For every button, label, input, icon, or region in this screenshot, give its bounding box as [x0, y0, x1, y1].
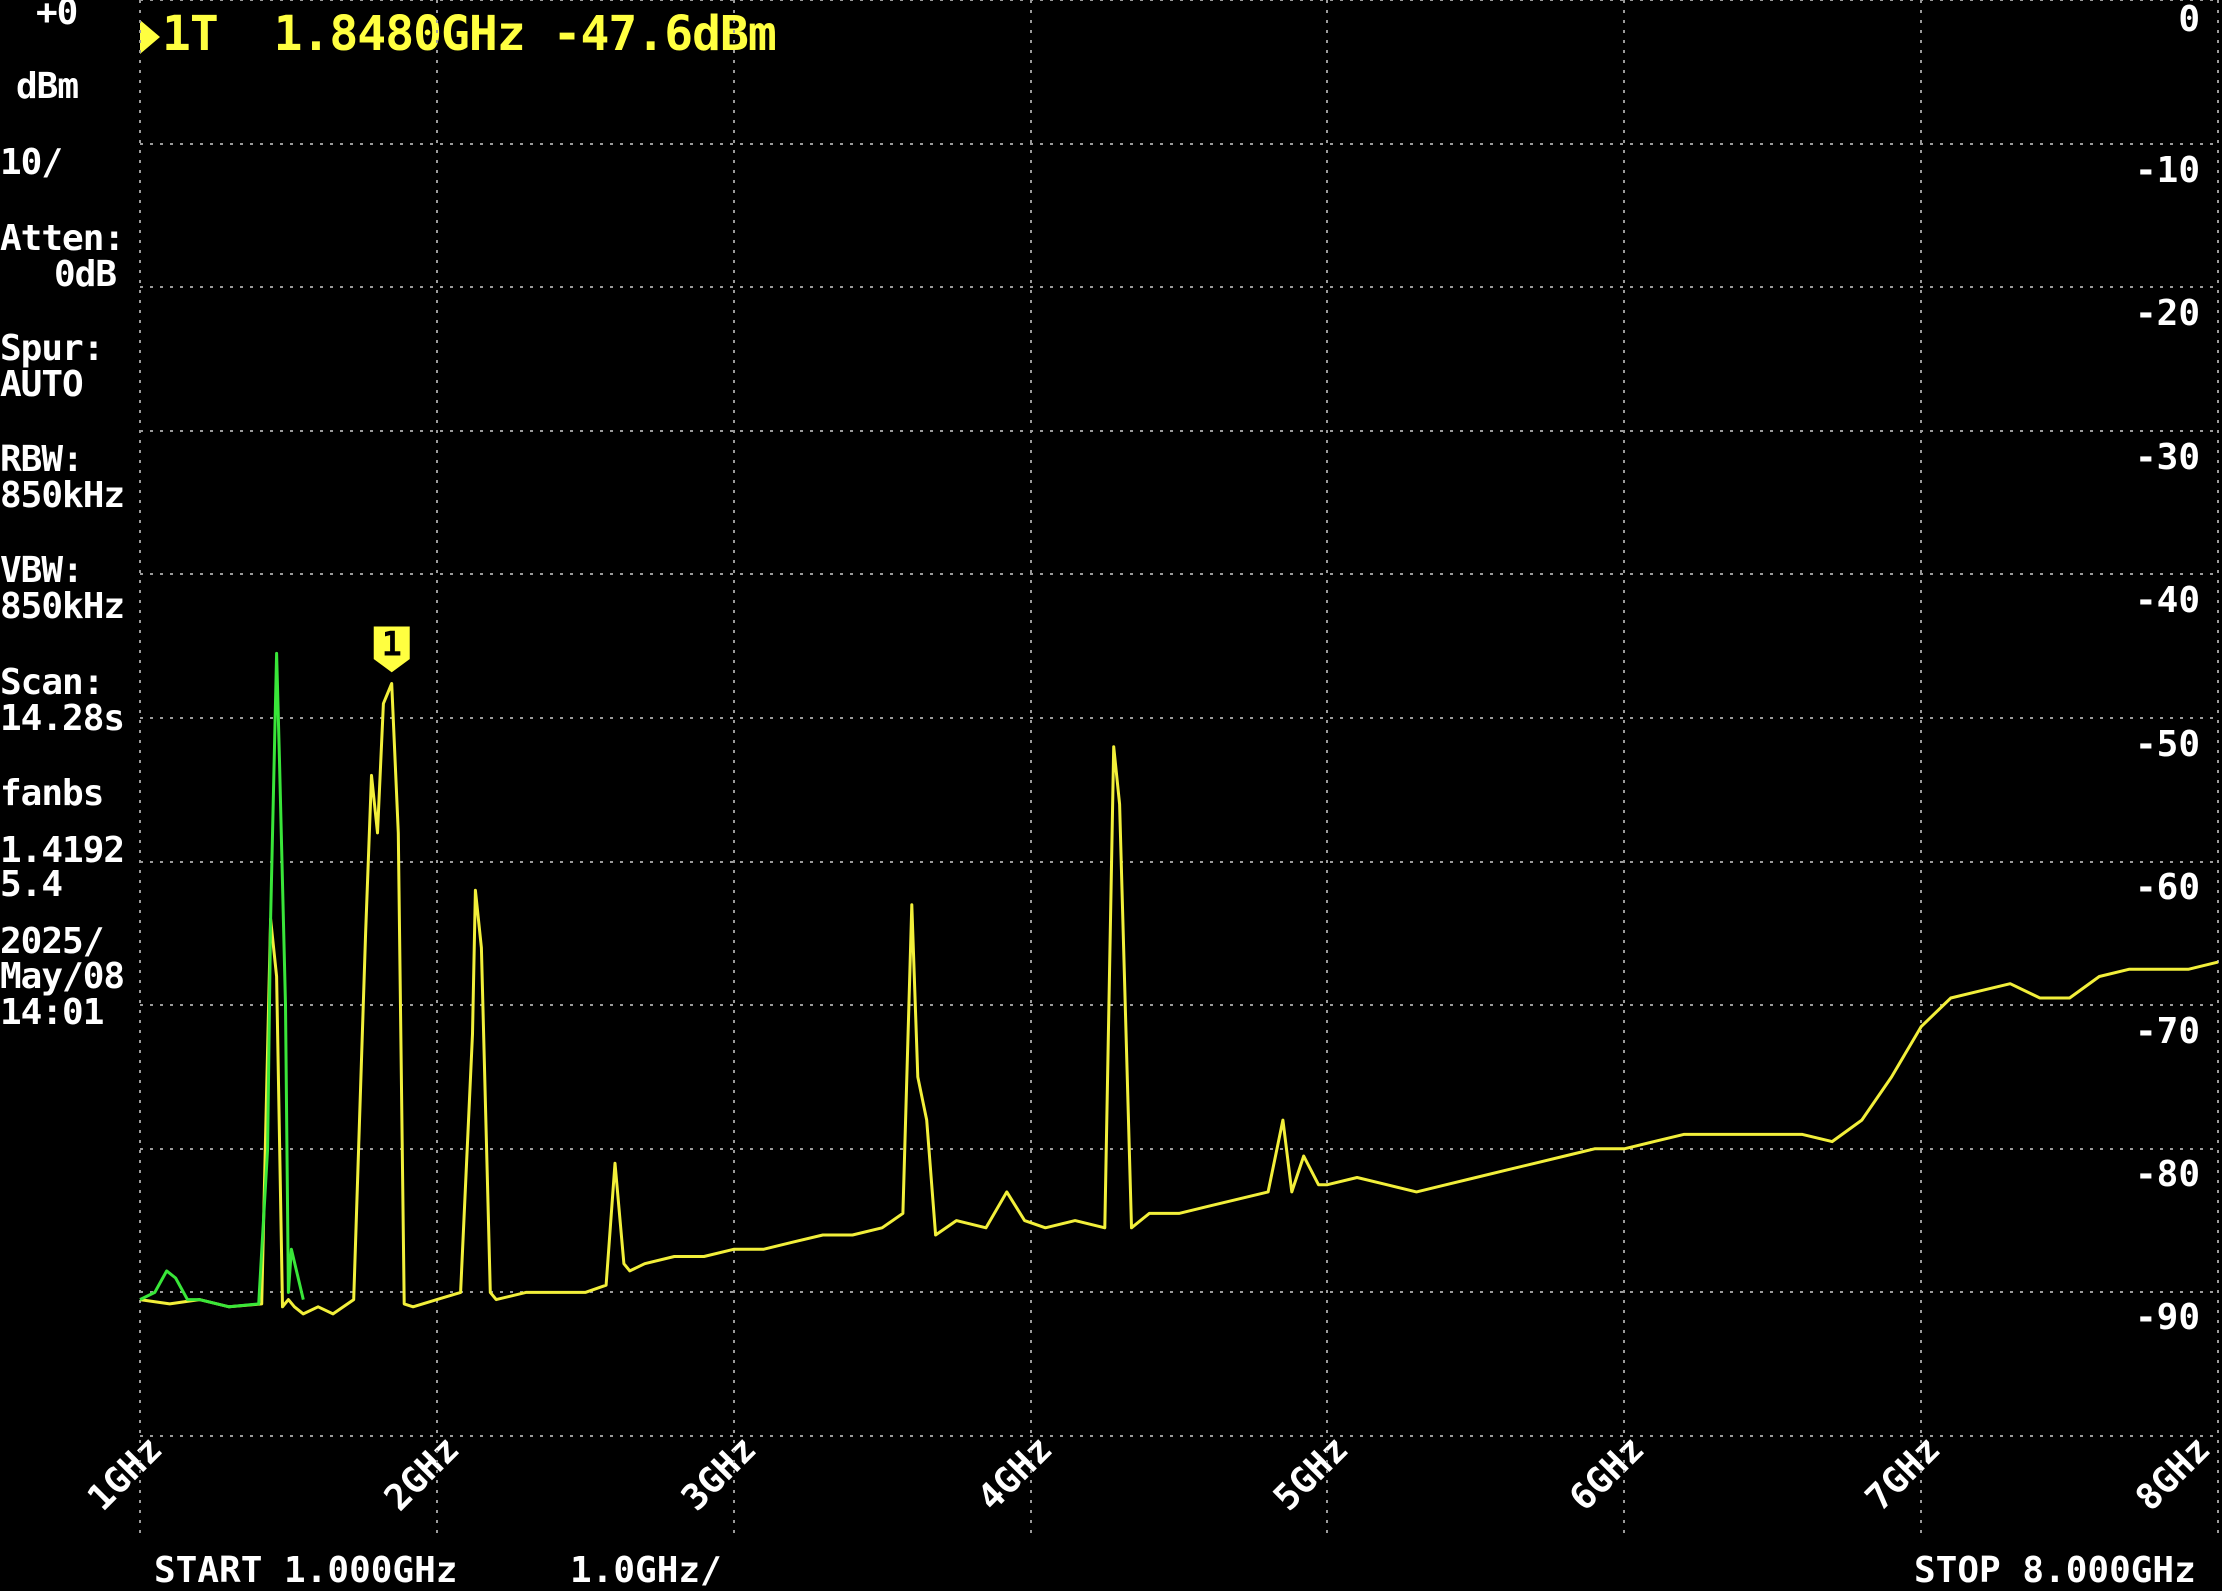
time: 14:01 — [0, 992, 104, 1033]
spur-value: AUTO — [0, 364, 84, 405]
scan-label: Scan: — [0, 662, 104, 703]
marker-frequency: 1.8480GHz — [273, 6, 526, 62]
y-tick-label: -90 — [2134, 1297, 2200, 1338]
marker-label: 1T — [162, 6, 219, 62]
green-trace — [139, 651, 305, 1309]
y-tick-label: -50 — [2134, 724, 2200, 765]
y-tick-label: -30 — [2134, 437, 2200, 478]
scan-value: 14.28s — [0, 698, 125, 739]
marker-level: -47.6dBm — [552, 6, 777, 62]
version-line2: 5.4 — [0, 864, 63, 905]
spur-label: Spur: — [0, 328, 104, 369]
marker-readout: 1T 1.8480GHz -47.6dBm — [140, 6, 777, 62]
y-tick-label: -40 — [2134, 580, 2200, 621]
ref-unit: dBm — [16, 66, 79, 107]
date-line2: May/08 — [0, 956, 125, 997]
y-tick-label: -20 — [2134, 293, 2200, 334]
device-id: fanbs — [0, 773, 104, 814]
yellow-trace — [139, 682, 2219, 1316]
marker-1-number: 1 — [381, 625, 401, 665]
vbw-label: VBW: — [0, 550, 84, 591]
marker-active-triangle-icon — [140, 20, 160, 54]
ref-level: +0 — [36, 0, 78, 33]
y-tick-label: -70 — [2134, 1011, 2200, 1052]
vbw-value: 850kHz — [0, 586, 125, 627]
y-tick-label: -60 — [2134, 867, 2200, 908]
span-per-div: 1.0GHz/ — [570, 1550, 722, 1591]
atten-label: Atten: — [0, 218, 125, 259]
rbw-value: 850kHz — [0, 475, 125, 516]
version-line1: 1.4192 — [0, 830, 125, 871]
y-tick-label: -80 — [2134, 1154, 2200, 1195]
y-tick-label: -10 — [2134, 150, 2200, 191]
scale-per-div: 10/ — [0, 142, 63, 183]
y-tick-label: 0 — [2178, 0, 2200, 40]
atten-value: 0dB — [54, 254, 117, 295]
start-frequency: START 1.000GHz — [154, 1550, 458, 1591]
stop-frequency: STOP 8.000GHz — [1914, 1550, 2196, 1591]
marker-1-flag — [371, 624, 412, 675]
date-line1: 2025/ — [0, 921, 104, 962]
rbw-label: RBW: — [0, 439, 84, 480]
